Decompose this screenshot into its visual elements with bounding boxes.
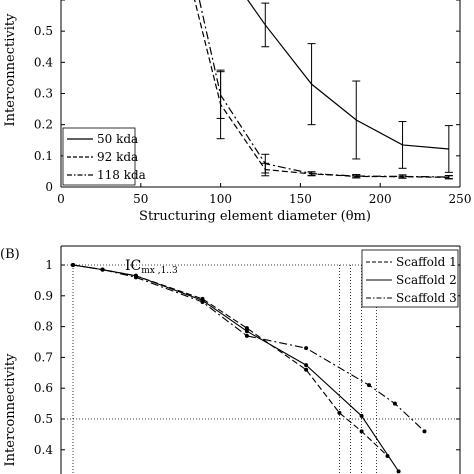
- panel-a-y-axis-label: Interconnectivity: [3, 13, 18, 127]
- panel-b-y-tick-label: 1: [45, 258, 53, 272]
- panel-b-data-point: [392, 401, 397, 406]
- panel-b-data-point: [422, 429, 427, 434]
- panel-a-y-tick-label: 0.1: [34, 149, 53, 163]
- panel-a-x-tick-label: 0: [57, 192, 65, 206]
- panel-a-legend: 50 kda 92 kda 118 kda: [62, 127, 146, 186]
- panel-b-data-point: [367, 383, 371, 388]
- panel-a-y-tick-label: 0: [45, 180, 53, 194]
- panel-b-series-line-0: [72, 264, 388, 457]
- panel-a-y-tick-label: 0.2: [34, 118, 53, 132]
- panel-a-x-axis-label: Structuring element diameter (θm): [139, 209, 371, 224]
- panel-b-y-axis-label: Interconnectivity: [3, 353, 18, 467]
- panel-b-y-tick-label: 0.5: [34, 412, 53, 426]
- panel-b: (B) 0.4 0.5 0.6 0.7 0.8 0.9 1 ICmx ,1..3 Inter…: [0, 245, 461, 474]
- panel-a-y-tick-label: 0.5: [34, 24, 53, 38]
- panel-b-y-tick-label: 0.6: [34, 381, 53, 395]
- panel-a-series-line-0: [247, 0, 449, 150]
- panel-b-data-point: [304, 363, 309, 368]
- panel-a-x-tick-label: 50: [133, 192, 148, 206]
- panel-b-legend-label: Scaffold 1: [396, 255, 457, 269]
- panel-b-data-point: [359, 429, 364, 434]
- panel-a-legend-label: 50 kda: [97, 132, 138, 146]
- panel-b-y-tick-label: 0.9: [34, 289, 53, 303]
- panel-a-x-tick-label: 100: [209, 192, 232, 206]
- panel-a-x-tick-label: 150: [289, 192, 312, 206]
- panel-a-y-tick-label: 0.3: [34, 87, 53, 101]
- panel-b-data-point: [244, 333, 249, 338]
- panel-b-data-point: [244, 326, 249, 331]
- panel-a-x-tick-label: 200: [369, 192, 392, 206]
- panel-b-legend: Scaffold 1 Scaffold 2 Scaffold 3: [361, 249, 459, 308]
- panel-b-y-tick-label: 0.7: [34, 350, 53, 364]
- panel-b-data-point: [200, 299, 205, 304]
- panel-b-legend-label: Scaffold 2: [396, 273, 457, 287]
- panel-b-ic-annotation: ICmx ,1..3: [125, 258, 178, 276]
- panel-b-data-point: [71, 263, 75, 267]
- panel-b-y-tick-label: 0.8: [34, 320, 53, 334]
- panel-b-data-point: [304, 346, 309, 351]
- panel-a-legend-label: 92 kda: [97, 150, 138, 164]
- panel-b-data-point: [337, 410, 342, 415]
- panel-b-data-point: [244, 329, 249, 334]
- panel-a-x-tick-label: 250: [449, 192, 472, 206]
- panel-b-y-tick-label: 0.4: [34, 443, 53, 457]
- panel-b-data-point: [100, 267, 105, 272]
- panel-b-data-point: [133, 275, 138, 280]
- panel-b-legend-label: Scaffold 3: [396, 291, 457, 305]
- panel-b-label: (B): [0, 247, 20, 262]
- panel-a-legend-label: 118 kda: [97, 168, 146, 182]
- panel-b-series-line-1: [72, 264, 400, 472]
- panel-a: 0 50 100 150 200 250 0 0.1 0.2 0.3 0.4 0.5 Structur…: [3, 0, 471, 224]
- panel-b-data-point: [396, 469, 401, 474]
- panel-b-data-point: [359, 413, 364, 418]
- panel-a-y-tick-label: 0.4: [34, 55, 53, 69]
- panel-b-data-point: [304, 367, 309, 372]
